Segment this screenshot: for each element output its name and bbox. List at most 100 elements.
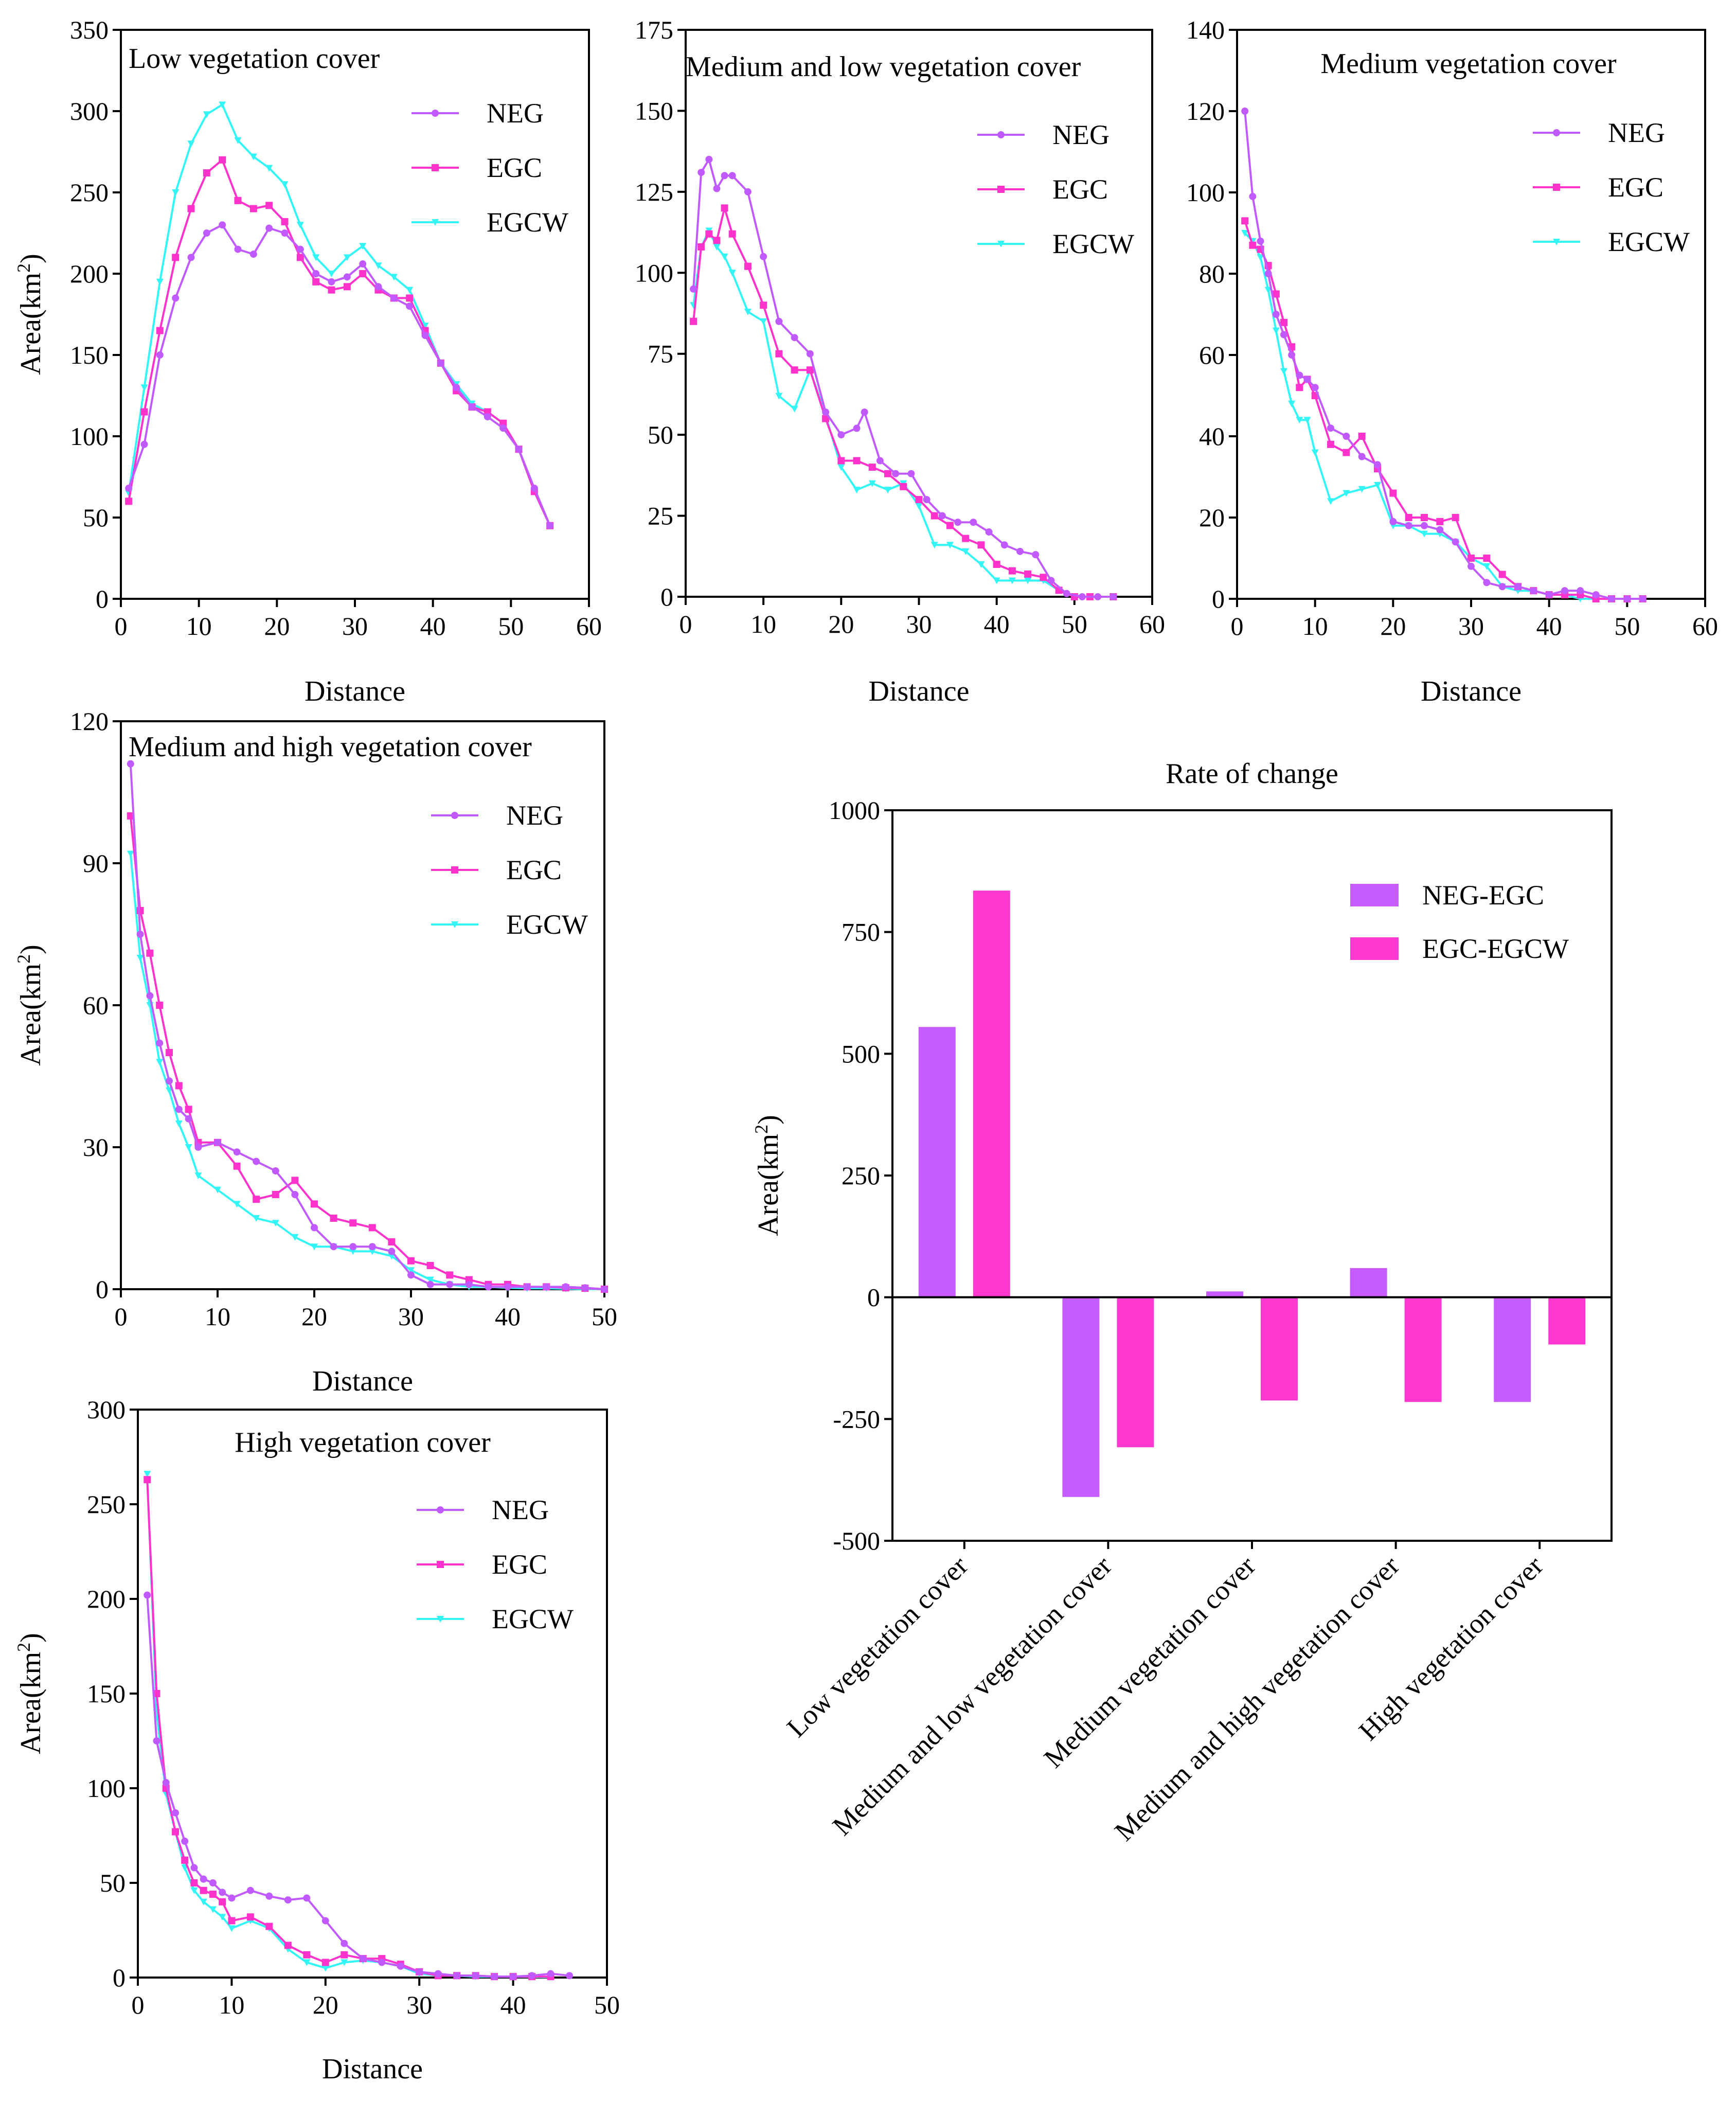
- low-marker-neg: [484, 413, 491, 421]
- medlow-marker-neg: [728, 172, 736, 180]
- medium-marker-egc: [1358, 433, 1366, 440]
- high-marker-neg: [359, 1955, 367, 1963]
- medlow-marker-egc: [775, 350, 783, 358]
- medhigh-marker-neg: [127, 760, 134, 768]
- medium-x-tick-label: 50: [1614, 612, 1640, 640]
- medhigh-marker-neg: [581, 1284, 589, 1292]
- medium-marker-egc: [1280, 318, 1287, 326]
- medium-y-tick-label: 0: [1212, 584, 1225, 613]
- medlow-plot-frame: [685, 29, 1153, 598]
- medium-marker-egcw: [1288, 400, 1296, 407]
- medium-x-tick-label: 40: [1536, 612, 1562, 640]
- medium-marker-egcw: [1421, 530, 1428, 538]
- high-series-line-egc: [146, 1480, 551, 1978]
- low-marker-egc: [140, 408, 148, 416]
- low-marker-neg: [172, 294, 180, 302]
- low-marker-neg: [249, 251, 257, 258]
- low-x-tick-label: 30: [342, 612, 368, 640]
- medium-marker-egc: [1405, 514, 1412, 521]
- medlow-legend-marker-egcw: [997, 241, 1005, 247]
- low-marker-neg: [343, 273, 351, 281]
- medlow-marker-neg: [744, 188, 751, 195]
- medium-marker-egcw: [1483, 563, 1491, 570]
- medium-y-tick-label: 40: [1199, 422, 1225, 451]
- rate-bar-egc-egcw: [1117, 1297, 1154, 1448]
- medhigh-marker-egcw: [194, 1172, 202, 1180]
- low-marker-neg: [515, 446, 523, 453]
- medium-marker-neg: [1296, 371, 1303, 379]
- rate-legend-swatch-egc-egcw: [1350, 937, 1399, 960]
- high-marker-neg: [144, 1591, 151, 1599]
- medlow-x-tick-label: 60: [1139, 610, 1165, 638]
- low-marker-egc: [265, 202, 273, 209]
- low-marker-egc: [328, 286, 335, 294]
- medlow-marker-egc: [853, 457, 861, 465]
- high-marker-egc: [321, 1958, 329, 1966]
- low-x-tick-label: 20: [264, 612, 290, 640]
- medlow-x-tick-label: 40: [984, 610, 1010, 638]
- medium-marker-egcw: [1327, 498, 1334, 505]
- medhigh-marker-egc: [166, 1049, 173, 1056]
- medhigh-y-axis-title: Area(km2): [13, 945, 47, 1066]
- medhigh-marker-egcw: [272, 1220, 279, 1227]
- medhigh-marker-egc: [407, 1257, 415, 1265]
- high-x-tick-label: 30: [406, 1990, 432, 2019]
- low-y-axis-title: Area(km2): [13, 254, 47, 375]
- medhigh-y-tick-label: 120: [70, 707, 109, 736]
- medlow-marker-egcw: [728, 270, 736, 277]
- medhigh-marker-egcw: [136, 955, 144, 962]
- low-marker-neg: [468, 403, 476, 411]
- low-y-tick-label: 200: [70, 259, 109, 288]
- medium-marker-egcw: [1272, 327, 1280, 334]
- medlow-marker-neg: [970, 519, 977, 526]
- rate-y-tick-label: -500: [833, 1526, 880, 1555]
- medhigh-marker-egcw: [233, 1201, 241, 1208]
- medhigh-y-tick-label: 60: [83, 991, 109, 1020]
- low-marker-neg: [140, 440, 148, 448]
- medhigh-marker-egcw: [349, 1248, 357, 1255]
- high-marker-egc: [219, 1898, 226, 1906]
- medlow-marker-egcw: [775, 393, 783, 400]
- medlow-title: Medium and low vegetation cover: [686, 51, 1081, 83]
- medium-marker-neg: [1483, 579, 1491, 586]
- medium-marker-egc: [1389, 489, 1397, 497]
- medlow-marker-egc: [1008, 567, 1016, 575]
- low-legend-marker-egc: [432, 164, 439, 171]
- low-marker-neg: [312, 270, 320, 277]
- medhigh-marker-egc: [156, 1002, 164, 1009]
- medhigh-legend-label-egcw: EGCW: [506, 909, 588, 940]
- medlow-legend-label-egcw: EGCW: [1052, 228, 1134, 259]
- medium-marker-neg: [1241, 108, 1249, 115]
- medlow-marker-egc: [946, 522, 954, 529]
- rate-bar-neg-egc: [1206, 1291, 1243, 1297]
- medhigh-marker-egc: [388, 1238, 396, 1245]
- medhigh-marker-neg: [368, 1243, 376, 1251]
- high-x-axis-title: Distance: [322, 2053, 423, 2085]
- medhigh-marker-neg: [185, 1115, 192, 1123]
- low-marker-egc: [406, 294, 414, 302]
- high-x-tick-label: 20: [313, 1990, 338, 2019]
- chart-rate-of-change: Rate of change -500 -250 0 250 500 750 1000 Area…: [751, 758, 1613, 1847]
- medhigh-marker-neg: [330, 1243, 337, 1251]
- medium-plot-frame: [1236, 29, 1706, 600]
- low-marker-neg: [406, 302, 414, 310]
- medlow-marker-egc: [705, 230, 713, 238]
- rate-y-tick-label: 250: [842, 1161, 880, 1190]
- medium-marker-egcw: [1311, 449, 1319, 456]
- rate-bar-egc-egcw: [1548, 1297, 1586, 1345]
- high-legend-marker-egc: [437, 1561, 444, 1568]
- rate-bar-neg-egc: [918, 1027, 956, 1297]
- medhigh-marker-neg: [194, 1144, 202, 1151]
- high-marker-egc: [228, 1917, 236, 1925]
- low-marker-neg: [359, 260, 367, 268]
- medium-y-tick-label: 120: [1186, 97, 1225, 126]
- medlow-marker-egc: [697, 243, 705, 251]
- medium-legend-label-neg: NEG: [1608, 117, 1665, 148]
- medlow-marker-egc: [760, 301, 767, 309]
- high-marker-neg: [378, 1958, 386, 1966]
- high-marker-neg: [200, 1875, 207, 1883]
- medium-marker-neg: [1374, 461, 1381, 469]
- chart-medium-vegetation-cover: 0 20 40 60 80 100 120 140 0 10 20 30 40 50 60 Distance M…: [1186, 15, 1718, 707]
- medium-marker-neg: [1249, 192, 1257, 200]
- medhigh-marker-neg: [166, 1077, 173, 1085]
